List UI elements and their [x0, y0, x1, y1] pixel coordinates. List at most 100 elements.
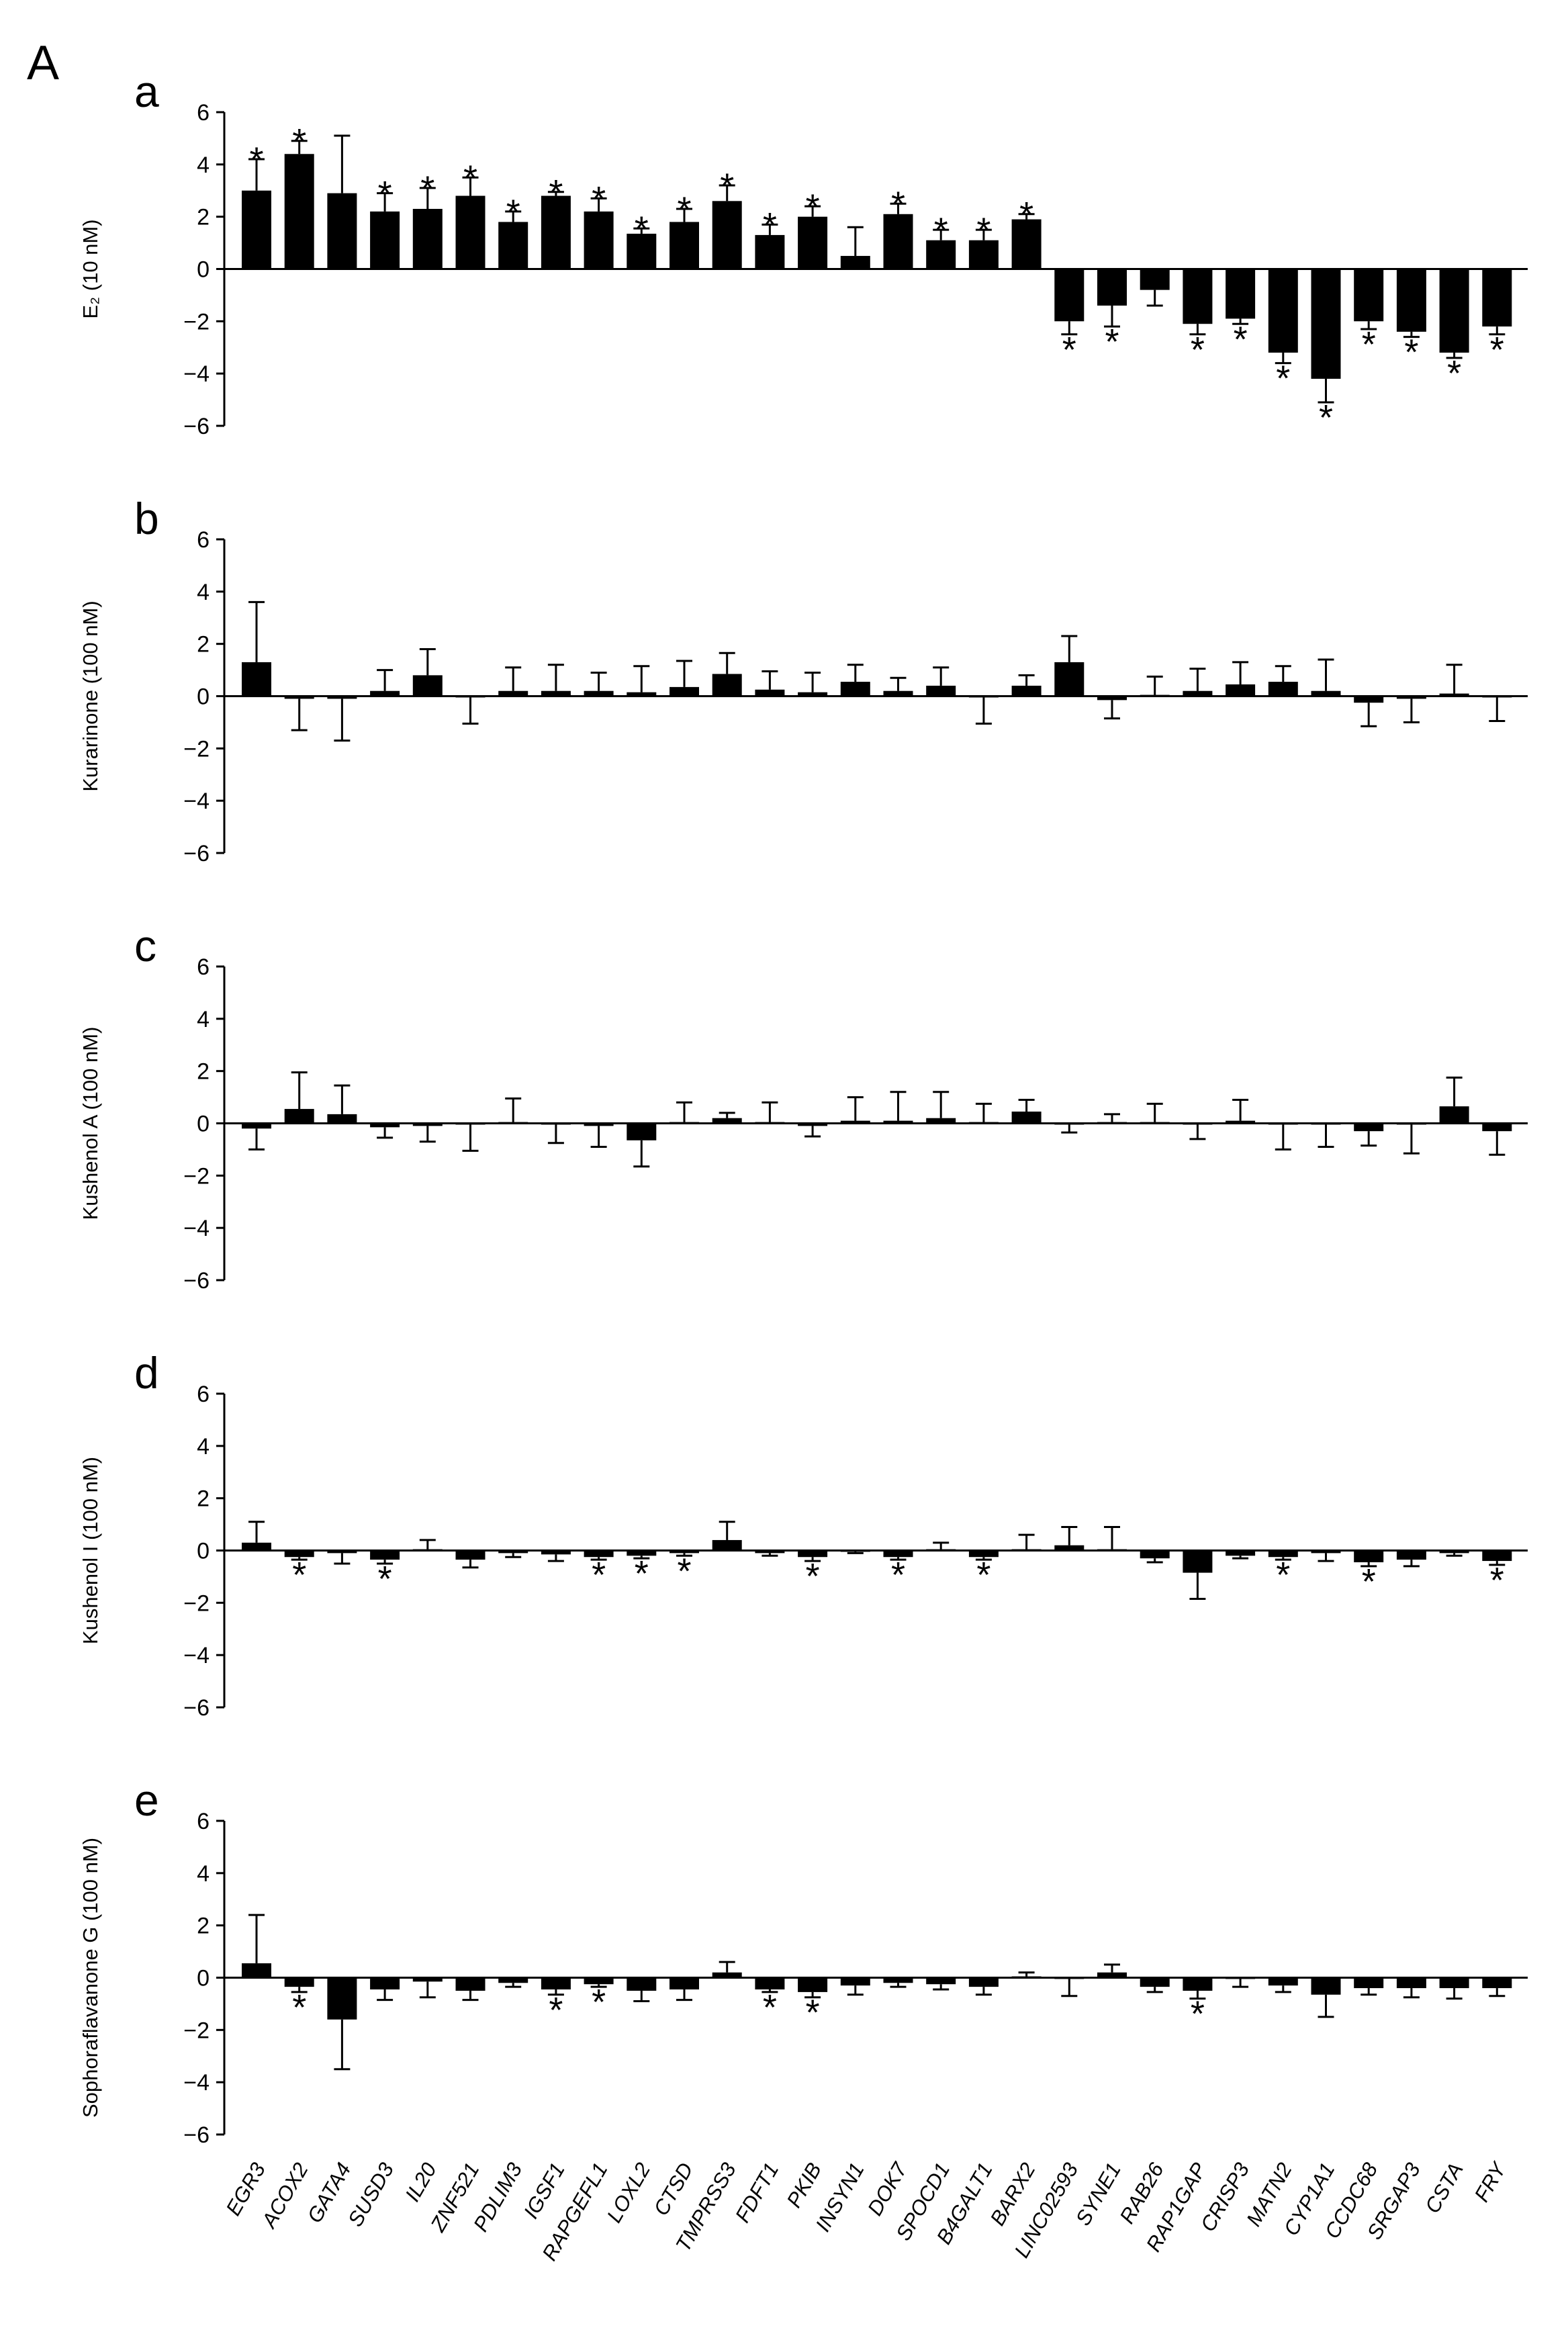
significance-marker: * — [1234, 319, 1248, 359]
bar — [1183, 1550, 1213, 1573]
bar — [627, 233, 657, 269]
significance-marker: * — [934, 211, 948, 251]
y-tick-label: −6 — [183, 2122, 210, 2148]
y-tick-label: −2 — [183, 1590, 210, 1616]
bar — [926, 1118, 956, 1124]
bar — [412, 1123, 443, 1126]
bar — [1354, 1977, 1384, 1989]
bar — [840, 682, 870, 697]
bar — [370, 211, 400, 269]
bar — [1097, 1122, 1127, 1124]
bar — [370, 1123, 400, 1128]
bar — [1226, 269, 1256, 319]
y-tick-label: 2 — [197, 632, 210, 658]
significance-marker: * — [635, 1554, 649, 1594]
bar — [1482, 1977, 1512, 1989]
bar — [755, 1122, 785, 1124]
panel-label: e — [134, 1775, 159, 1825]
bar — [968, 1977, 999, 1987]
bar — [498, 690, 528, 697]
bar — [798, 1550, 828, 1558]
bar — [670, 1122, 699, 1124]
bar — [968, 1550, 999, 1558]
bar — [1354, 269, 1384, 322]
y-tick-label: −6 — [183, 414, 210, 439]
bar — [670, 1550, 699, 1554]
y-tick-label: 0 — [197, 1966, 210, 1991]
bar — [284, 1977, 314, 1987]
bar — [840, 1550, 870, 1552]
significance-marker: * — [806, 1556, 820, 1597]
bar — [455, 696, 486, 698]
bar — [1097, 269, 1127, 306]
bar — [1396, 269, 1426, 332]
bar — [1226, 684, 1256, 697]
bar — [883, 1120, 913, 1124]
y-axis-title: Kushenol I (100 nM) — [79, 1457, 102, 1644]
bar — [670, 222, 699, 269]
bar — [926, 240, 956, 269]
bar — [1011, 685, 1042, 697]
bar — [798, 1977, 828, 1992]
bar — [798, 1123, 828, 1126]
significance-marker: * — [420, 169, 434, 209]
y-tick-label: 4 — [197, 580, 210, 605]
bar — [584, 690, 614, 697]
bar — [1268, 269, 1298, 353]
bar — [1439, 1977, 1469, 1989]
bar — [1011, 219, 1042, 269]
significance-marker: * — [292, 1987, 306, 2028]
bar — [412, 1977, 443, 1982]
significance-marker: * — [549, 1990, 563, 2030]
significance-marker: * — [806, 1993, 820, 2033]
bar — [627, 1123, 657, 1140]
bar — [327, 1114, 357, 1124]
bar — [1054, 1545, 1085, 1551]
bar — [712, 201, 742, 269]
bar — [1183, 690, 1213, 697]
significance-marker: * — [592, 1555, 606, 1595]
bar — [1097, 1972, 1127, 1978]
y-tick-label: −4 — [183, 2070, 210, 2096]
x-tick-label: FDFT1 — [731, 2159, 784, 2227]
significance-marker: * — [1319, 398, 1333, 438]
bar — [327, 193, 357, 269]
bar — [1140, 694, 1170, 697]
bar — [327, 696, 357, 699]
significance-marker: * — [378, 174, 392, 214]
bar — [1097, 1549, 1127, 1551]
y-tick-label: −2 — [183, 2018, 210, 2043]
bar — [455, 1123, 486, 1125]
y-tick-label: 4 — [197, 152, 210, 178]
bar — [242, 1963, 271, 1978]
bar — [712, 1118, 742, 1124]
significance-marker: * — [1362, 324, 1376, 365]
bar — [1439, 269, 1469, 353]
bar — [1354, 1123, 1384, 1132]
bar — [370, 1550, 400, 1560]
bar — [968, 1122, 999, 1124]
bar — [1054, 269, 1085, 322]
bar — [1311, 690, 1341, 697]
bar — [584, 1550, 614, 1558]
bar — [840, 1977, 870, 1986]
bar — [968, 240, 999, 269]
significance-marker: * — [249, 140, 263, 180]
bar — [541, 195, 571, 269]
significance-marker: * — [1276, 359, 1290, 399]
y-tick-label: −2 — [183, 736, 210, 762]
bar — [584, 1977, 614, 1985]
bar — [1054, 1123, 1085, 1125]
y-tick-label: 4 — [197, 1434, 210, 1459]
bar — [1311, 269, 1341, 379]
significance-marker: * — [1191, 1994, 1205, 2034]
significance-marker: * — [677, 1551, 691, 1591]
bar — [584, 1123, 614, 1126]
y-tick-label: 0 — [197, 257, 210, 283]
y-tick-label: 4 — [197, 1861, 210, 1887]
bar — [1226, 1550, 1256, 1556]
y-tick-label: −2 — [183, 1163, 210, 1189]
x-tick-label: IL20 — [400, 2159, 441, 2206]
bar — [627, 692, 657, 697]
y-tick-label: 2 — [197, 1059, 210, 1085]
